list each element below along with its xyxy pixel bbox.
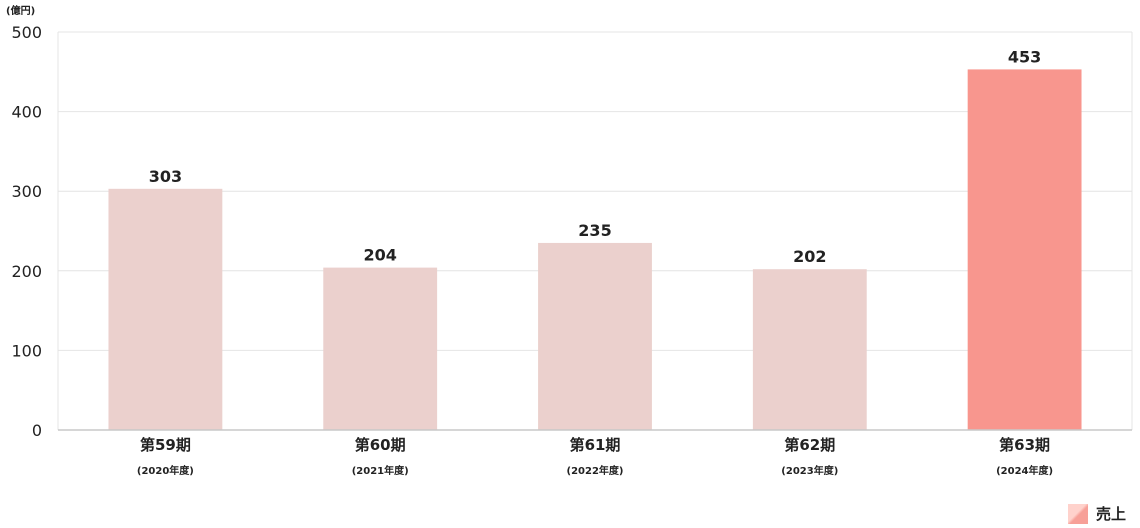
legend-label: 売上 bbox=[1095, 505, 1126, 523]
x-tick-sublabel: (2020年度) bbox=[137, 464, 194, 477]
x-tick-label: 第60期 bbox=[355, 436, 406, 454]
y-tick-label: 400 bbox=[11, 103, 42, 122]
x-tick-label: 第59期 bbox=[140, 436, 191, 454]
legend-swatch bbox=[1067, 503, 1088, 524]
x-tick-sublabel: (2024年度) bbox=[996, 464, 1053, 477]
data-label: 202 bbox=[793, 247, 826, 266]
legend: 売上 bbox=[1067, 503, 1126, 524]
y-tick-label: 0 bbox=[32, 421, 42, 440]
bar bbox=[967, 69, 1082, 431]
data-label: 235 bbox=[578, 221, 611, 240]
data-label: 453 bbox=[1008, 47, 1041, 66]
y-tick-label: 200 bbox=[11, 262, 42, 281]
x-tick-label: 第62期 bbox=[784, 436, 835, 454]
bar bbox=[752, 269, 867, 430]
x-tick-sublabel: (2023年度) bbox=[781, 464, 838, 477]
data-label: 204 bbox=[363, 246, 396, 265]
bar bbox=[108, 188, 223, 430]
x-tick-sublabel: (2022年度) bbox=[567, 464, 624, 477]
bar bbox=[323, 267, 438, 430]
y-tick-label: 300 bbox=[11, 182, 42, 201]
x-tick-label: 第63期 bbox=[999, 436, 1050, 454]
x-tick-label: 第61期 bbox=[570, 436, 621, 454]
x-tick-sublabel: (2021年度) bbox=[352, 464, 409, 477]
y-tick-label: 500 bbox=[11, 23, 42, 42]
bar bbox=[538, 242, 652, 430]
data-label: 303 bbox=[149, 167, 182, 186]
y-axis-unit-label: (億円) bbox=[6, 6, 36, 17]
y-tick-label: 100 bbox=[11, 341, 42, 360]
